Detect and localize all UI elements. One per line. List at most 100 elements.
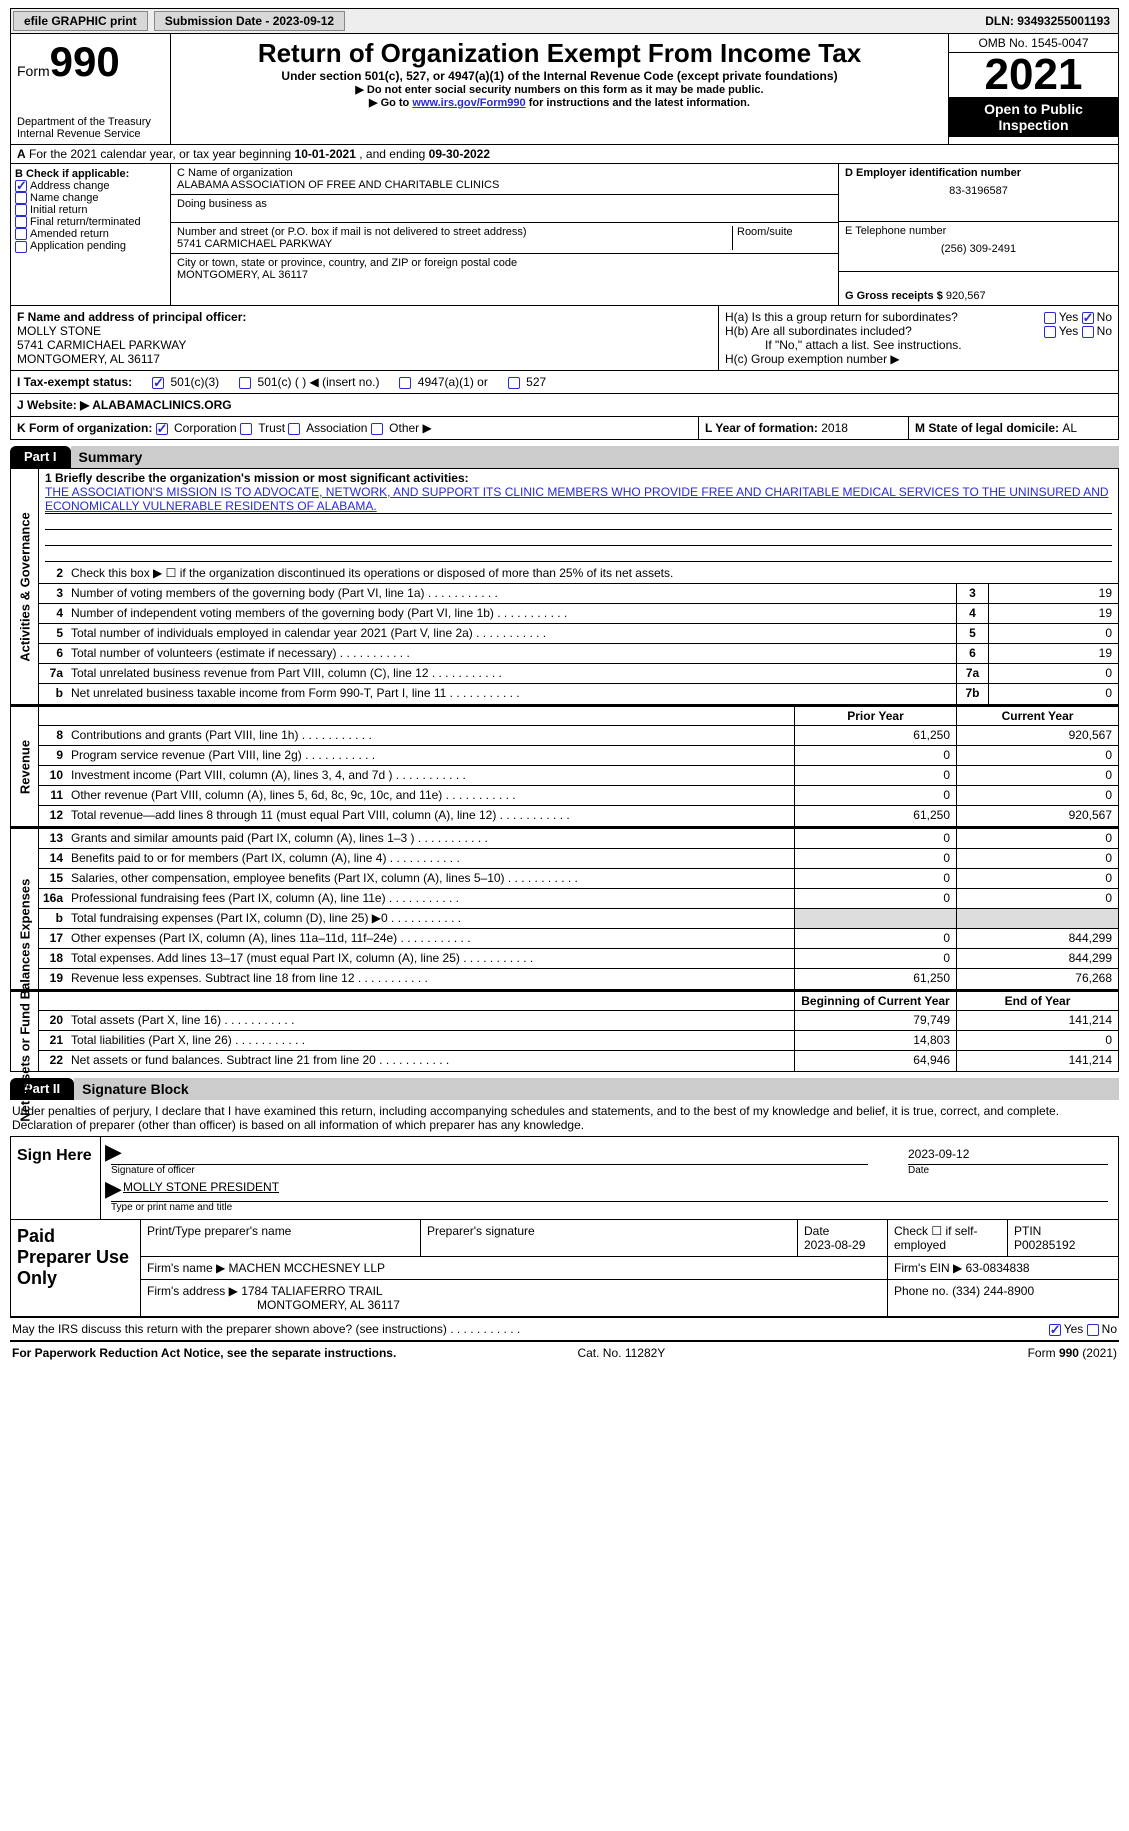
chk-final-return[interactable]: Final return/terminated — [15, 216, 166, 228]
phone-value: (256) 309-2491 — [845, 243, 1112, 255]
summary-row: 9Program service revenue (Part VIII, lin… — [39, 746, 1118, 766]
room-suite-label: Room/suite — [732, 226, 832, 250]
section-f-h: F Name and address of principal officer:… — [10, 305, 1119, 371]
vtab-activities: Activities & Governance — [17, 512, 32, 662]
chk-trust[interactable] — [240, 423, 252, 435]
firm-addr2: MONTGOMERY, AL 36117 — [257, 1298, 400, 1312]
summary-row: bNet unrelated business taxable income f… — [39, 684, 1118, 704]
efile-button[interactable]: efile GRAPHIC print — [13, 11, 148, 31]
section-b-to-g: B Check if applicable: Address change Na… — [10, 164, 1119, 305]
summary-activities: Activities & Governance 1 Briefly descri… — [10, 468, 1119, 705]
form-title: Return of Organization Exempt From Incom… — [177, 38, 942, 69]
summary-row: 11Other revenue (Part VIII, column (A), … — [39, 786, 1118, 806]
chk-app-pending[interactable]: Application pending — [15, 240, 166, 252]
irs-label: Internal Revenue Service — [17, 128, 164, 140]
officer-addr2: MONTGOMERY, AL 36117 — [17, 352, 712, 366]
chk-other[interactable] — [371, 423, 383, 435]
firm-name-label: Firm's name ▶ — [147, 1261, 229, 1275]
arrow-icon: ▶ — [105, 1139, 122, 1165]
chk-501c3[interactable]: 501(c)(3) — [152, 375, 219, 389]
officer-addr1: 5741 CARMICHAEL PARKWAY — [17, 338, 712, 352]
summary-row: 3Number of voting members of the governi… — [39, 584, 1118, 604]
irs-link[interactable]: www.irs.gov/Form990 — [412, 97, 525, 109]
h-a-row: H(a) Is this a group return for subordin… — [725, 310, 1112, 324]
chk-4947[interactable]: 4947(a)(1) or — [399, 375, 487, 389]
col-b-checkboxes: B Check if applicable: Address change Na… — [11, 164, 171, 305]
summary-row: 7aTotal unrelated business revenue from … — [39, 664, 1118, 684]
firm-addr-label: Firm's address ▶ — [147, 1284, 241, 1298]
q2-label: Check this box ▶ ☐ if the organization d… — [67, 564, 1118, 583]
row-k-form-org: K Form of organization: Corporation Trus… — [10, 417, 1119, 440]
summary-expenses: Expenses 13Grants and similar amounts pa… — [10, 827, 1119, 990]
discuss-row: May the IRS discuss this return with the… — [10, 1317, 1119, 1340]
summary-row: 22Net assets or fund balances. Subtract … — [39, 1051, 1118, 1071]
firm-ein: 63-0834838 — [966, 1261, 1030, 1275]
chk-assoc[interactable] — [288, 423, 300, 435]
mission-text: THE ASSOCIATION'S MISSION IS TO ADVOCATE… — [45, 485, 1112, 514]
discuss-yes[interactable] — [1049, 1324, 1061, 1336]
paid-preparer-block: Paid Preparer Use Only Print/Type prepar… — [10, 1220, 1119, 1317]
firm-addr1: 1784 TALIAFERRO TRAIL — [241, 1284, 382, 1298]
firm-ein-label: Firm's EIN ▶ — [894, 1261, 966, 1275]
open-inspection: Open to Public Inspection — [949, 97, 1118, 137]
chk-address-change[interactable]: Address change — [15, 180, 166, 192]
tax-year: 2021 — [949, 53, 1118, 97]
addr-label: Number and street (or P.O. box if mail i… — [177, 226, 732, 238]
sig-date: 2023-09-12 — [908, 1143, 1108, 1165]
chk-501c[interactable]: 501(c) ( ) ◀ (insert no.) — [239, 375, 379, 389]
form-number: Form990 — [17, 38, 164, 86]
summary-row: 17Other expenses (Part IX, column (A), l… — [39, 929, 1118, 949]
addr-value: 5741 CARMICHAEL PARKWAY — [177, 238, 732, 250]
firm-phone-label: Phone no. — [894, 1284, 952, 1298]
form-label: Form 990 (2021) — [1028, 1346, 1117, 1360]
prior-year-hdr: Prior Year — [794, 707, 956, 725]
sig-date-label: Date — [908, 1165, 1108, 1176]
summary-row: 19Revenue less expenses. Subtract line 1… — [39, 969, 1118, 989]
chk-amended-return[interactable]: Amended return — [15, 228, 166, 240]
discuss-no[interactable] — [1087, 1324, 1099, 1336]
firm-phone: (334) 244-8900 — [952, 1284, 1034, 1298]
summary-row: 10Investment income (Part VIII, column (… — [39, 766, 1118, 786]
vtab-net-assets: Net Assets or Fund Balances — [17, 942, 32, 1121]
chk-527[interactable]: 527 — [508, 375, 546, 389]
arrow-icon: ▶ — [105, 1176, 122, 1202]
summary-row: bTotal fundraising expenses (Part IX, co… — [39, 909, 1118, 929]
q1-label: 1 Briefly describe the organization's mi… — [45, 471, 1112, 485]
blank-line-1 — [45, 514, 1112, 530]
chk-initial-return[interactable]: Initial return — [15, 204, 166, 216]
officer-name: MOLLY STONE — [17, 324, 712, 338]
part-1-header: Part I Summary — [10, 446, 1119, 468]
prep-sig-hdr: Preparer's signature — [421, 1220, 798, 1256]
col-c-org-info: C Name of organization ALABAMA ASSOCIATI… — [171, 164, 838, 305]
summary-row: 4Number of independent voting members of… — [39, 604, 1118, 624]
chk-corp[interactable] — [156, 423, 168, 435]
org-name-label: C Name of organization — [177, 167, 832, 179]
dept-treasury: Department of the Treasury — [17, 116, 164, 128]
summary-row: 13Grants and similar amounts paid (Part … — [39, 829, 1118, 849]
summary-row: 18Total expenses. Add lines 13–17 (must … — [39, 949, 1118, 969]
firm-name: MACHEN MCCHESNEY LLP — [229, 1261, 385, 1275]
end-year-hdr: End of Year — [956, 992, 1118, 1010]
city-label: City or town, state or province, country… — [177, 257, 832, 269]
submission-date: Submission Date - 2023-09-12 — [154, 11, 345, 31]
officer-name-title: MOLLY STONE PRESIDENT — [123, 1180, 279, 1194]
subtitle-1: Under section 501(c), 527, or 4947(a)(1)… — [177, 69, 942, 83]
summary-row: 5Total number of individuals employed in… — [39, 624, 1118, 644]
row-j-website: J Website: ▶ ALABAMACLINICS.ORG — [10, 394, 1119, 417]
summary-row: 8Contributions and grants (Part VIII, li… — [39, 726, 1118, 746]
prep-date-hdr: Date — [804, 1224, 829, 1238]
subtitle-2: ▶ Do not enter social security numbers o… — [177, 83, 942, 96]
blank-line-3 — [45, 546, 1112, 562]
vtab-revenue: Revenue — [17, 739, 32, 793]
paid-preparer-label: Paid Preparer Use Only — [11, 1220, 141, 1316]
summary-row: 14Benefits paid to or for members (Part … — [39, 849, 1118, 869]
gross-label: G Gross receipts $ — [845, 290, 946, 302]
row-a-period: A For the 2021 calendar year, or tax yea… — [10, 145, 1119, 164]
summary-row: 21Total liabilities (Part X, line 26)14,… — [39, 1031, 1118, 1051]
current-year-hdr: Current Year — [956, 707, 1118, 725]
dln-label: DLN: 93493255001193 — [985, 14, 1116, 28]
summary-row: 20Total assets (Part X, line 16)79,74914… — [39, 1011, 1118, 1031]
chk-name-change[interactable]: Name change — [15, 192, 166, 204]
self-emp-chk[interactable]: Check ☐ if self-employed — [888, 1220, 1008, 1256]
sign-here-label: Sign Here — [11, 1137, 101, 1219]
